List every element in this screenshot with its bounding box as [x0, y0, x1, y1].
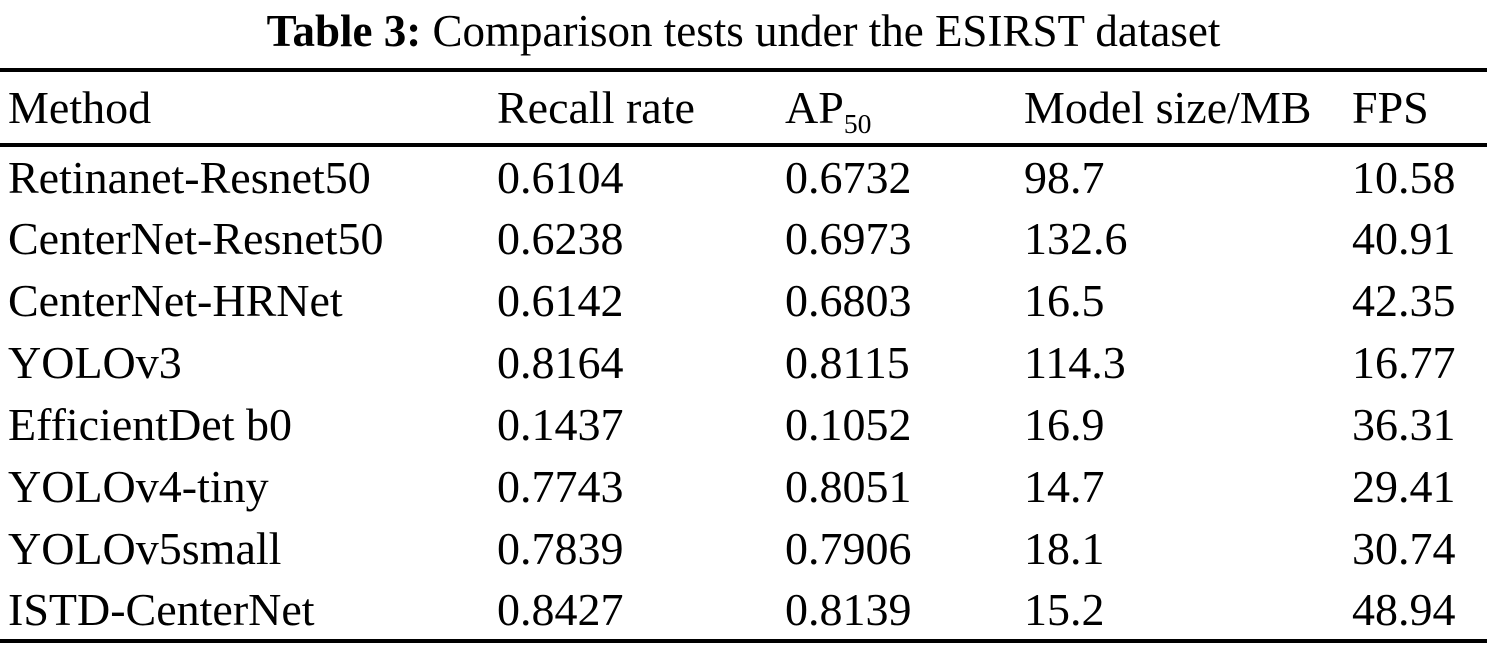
cell-method: CenterNet-Resnet50: [8, 212, 384, 264]
table-row: ISTD-CenterNet 0.8427 0.8139 15.2 48.94: [0, 579, 1487, 643]
cell-recall: 0.8164: [497, 336, 624, 388]
cell-ap50: 0.8115: [785, 336, 910, 388]
cell-ap50: 0.6803: [785, 274, 912, 326]
table-row: EfficientDet b0 0.1437 0.1052 16.9 36.31: [0, 393, 1487, 455]
table-row: CenterNet-HRNet 0.6142 0.6803 16.5 42.35: [0, 269, 1487, 331]
cell-method: ISTD-CenterNet: [0, 579, 497, 643]
col-header-model-size: Model size/MB: [1024, 68, 1352, 147]
table-row: CenterNet-Resnet50 0.6238 0.6973 132.6 4…: [0, 207, 1487, 269]
cell-model-size: 15.2: [1024, 579, 1352, 643]
cell-fps: 48.94: [1352, 579, 1487, 643]
col-header-method: Method: [0, 68, 497, 147]
col-header-ap50: AP50: [785, 68, 1024, 147]
cell-fps: 10.58: [1352, 151, 1456, 203]
header-row: Method Recall rate AP50 Model size/MB FP…: [0, 68, 1487, 147]
cell-model-size: 18.1: [1024, 522, 1105, 574]
table-row: Retinanet-Resnet50 0.6104 0.6732 98.7 10…: [0, 145, 1487, 207]
table-row: YOLOv3 0.8164 0.8115 114.3 16.77: [0, 331, 1487, 393]
cell-model-size: 16.5: [1024, 274, 1105, 326]
table-caption-text: Comparison tests under the ESIRST datase…: [421, 6, 1221, 56]
cell-recall: 0.6142: [497, 274, 624, 326]
cell-recall: 0.6104: [497, 151, 624, 203]
cell-ap50: 0.8139: [785, 579, 1024, 643]
cell-method: YOLOv5small: [8, 522, 282, 574]
cell-recall: 0.1437: [497, 398, 624, 450]
table-caption: Table 3: Comparison tests under the ESIR…: [0, 0, 1487, 68]
cell-fps: 29.41: [1352, 460, 1456, 512]
cell-ap50: 0.8051: [785, 460, 912, 512]
cell-fps: 42.35: [1352, 274, 1456, 326]
ap50-subscript: 50: [843, 108, 872, 140]
cell-recall: 0.8427: [497, 579, 785, 643]
cell-fps: 16.77: [1352, 336, 1456, 388]
cell-method: Retinanet-Resnet50: [8, 151, 371, 203]
cell-recall: 0.6238: [497, 212, 624, 264]
cell-ap50: 0.1052: [785, 398, 912, 450]
cell-model-size: 16.9: [1024, 398, 1105, 450]
table-row: YOLOv4-tiny 0.7743 0.8051 14.7 29.41: [0, 455, 1487, 517]
cell-method: YOLOv3: [8, 336, 182, 388]
cell-fps: 40.91: [1352, 212, 1456, 264]
cell-model-size: 114.3: [1024, 336, 1126, 388]
cell-method: CenterNet-HRNet: [8, 274, 343, 326]
cell-ap50: 0.6973: [785, 212, 912, 264]
table-row: YOLOv5small 0.7839 0.7906 18.1 30.74: [0, 517, 1487, 579]
cell-fps: 36.31: [1352, 398, 1456, 450]
comparison-table: Method Recall rate AP50 Model size/MB FP…: [0, 68, 1487, 643]
cell-model-size: 98.7: [1024, 151, 1105, 203]
col-header-recall: Recall rate: [497, 68, 785, 147]
table-caption-label: Table 3:: [266, 6, 422, 56]
cell-recall: 0.7839: [497, 522, 624, 574]
cell-method: YOLOv4-tiny: [8, 460, 269, 512]
cell-ap50: 0.7906: [785, 522, 912, 574]
cell-fps: 30.74: [1352, 522, 1456, 574]
cell-ap50: 0.6732: [785, 151, 912, 203]
cell-model-size: 132.6: [1024, 212, 1128, 264]
col-header-fps: FPS: [1352, 68, 1487, 147]
cell-model-size: 14.7: [1024, 460, 1105, 512]
cell-method: EfficientDet b0: [8, 398, 292, 450]
cell-recall: 0.7743: [497, 460, 624, 512]
